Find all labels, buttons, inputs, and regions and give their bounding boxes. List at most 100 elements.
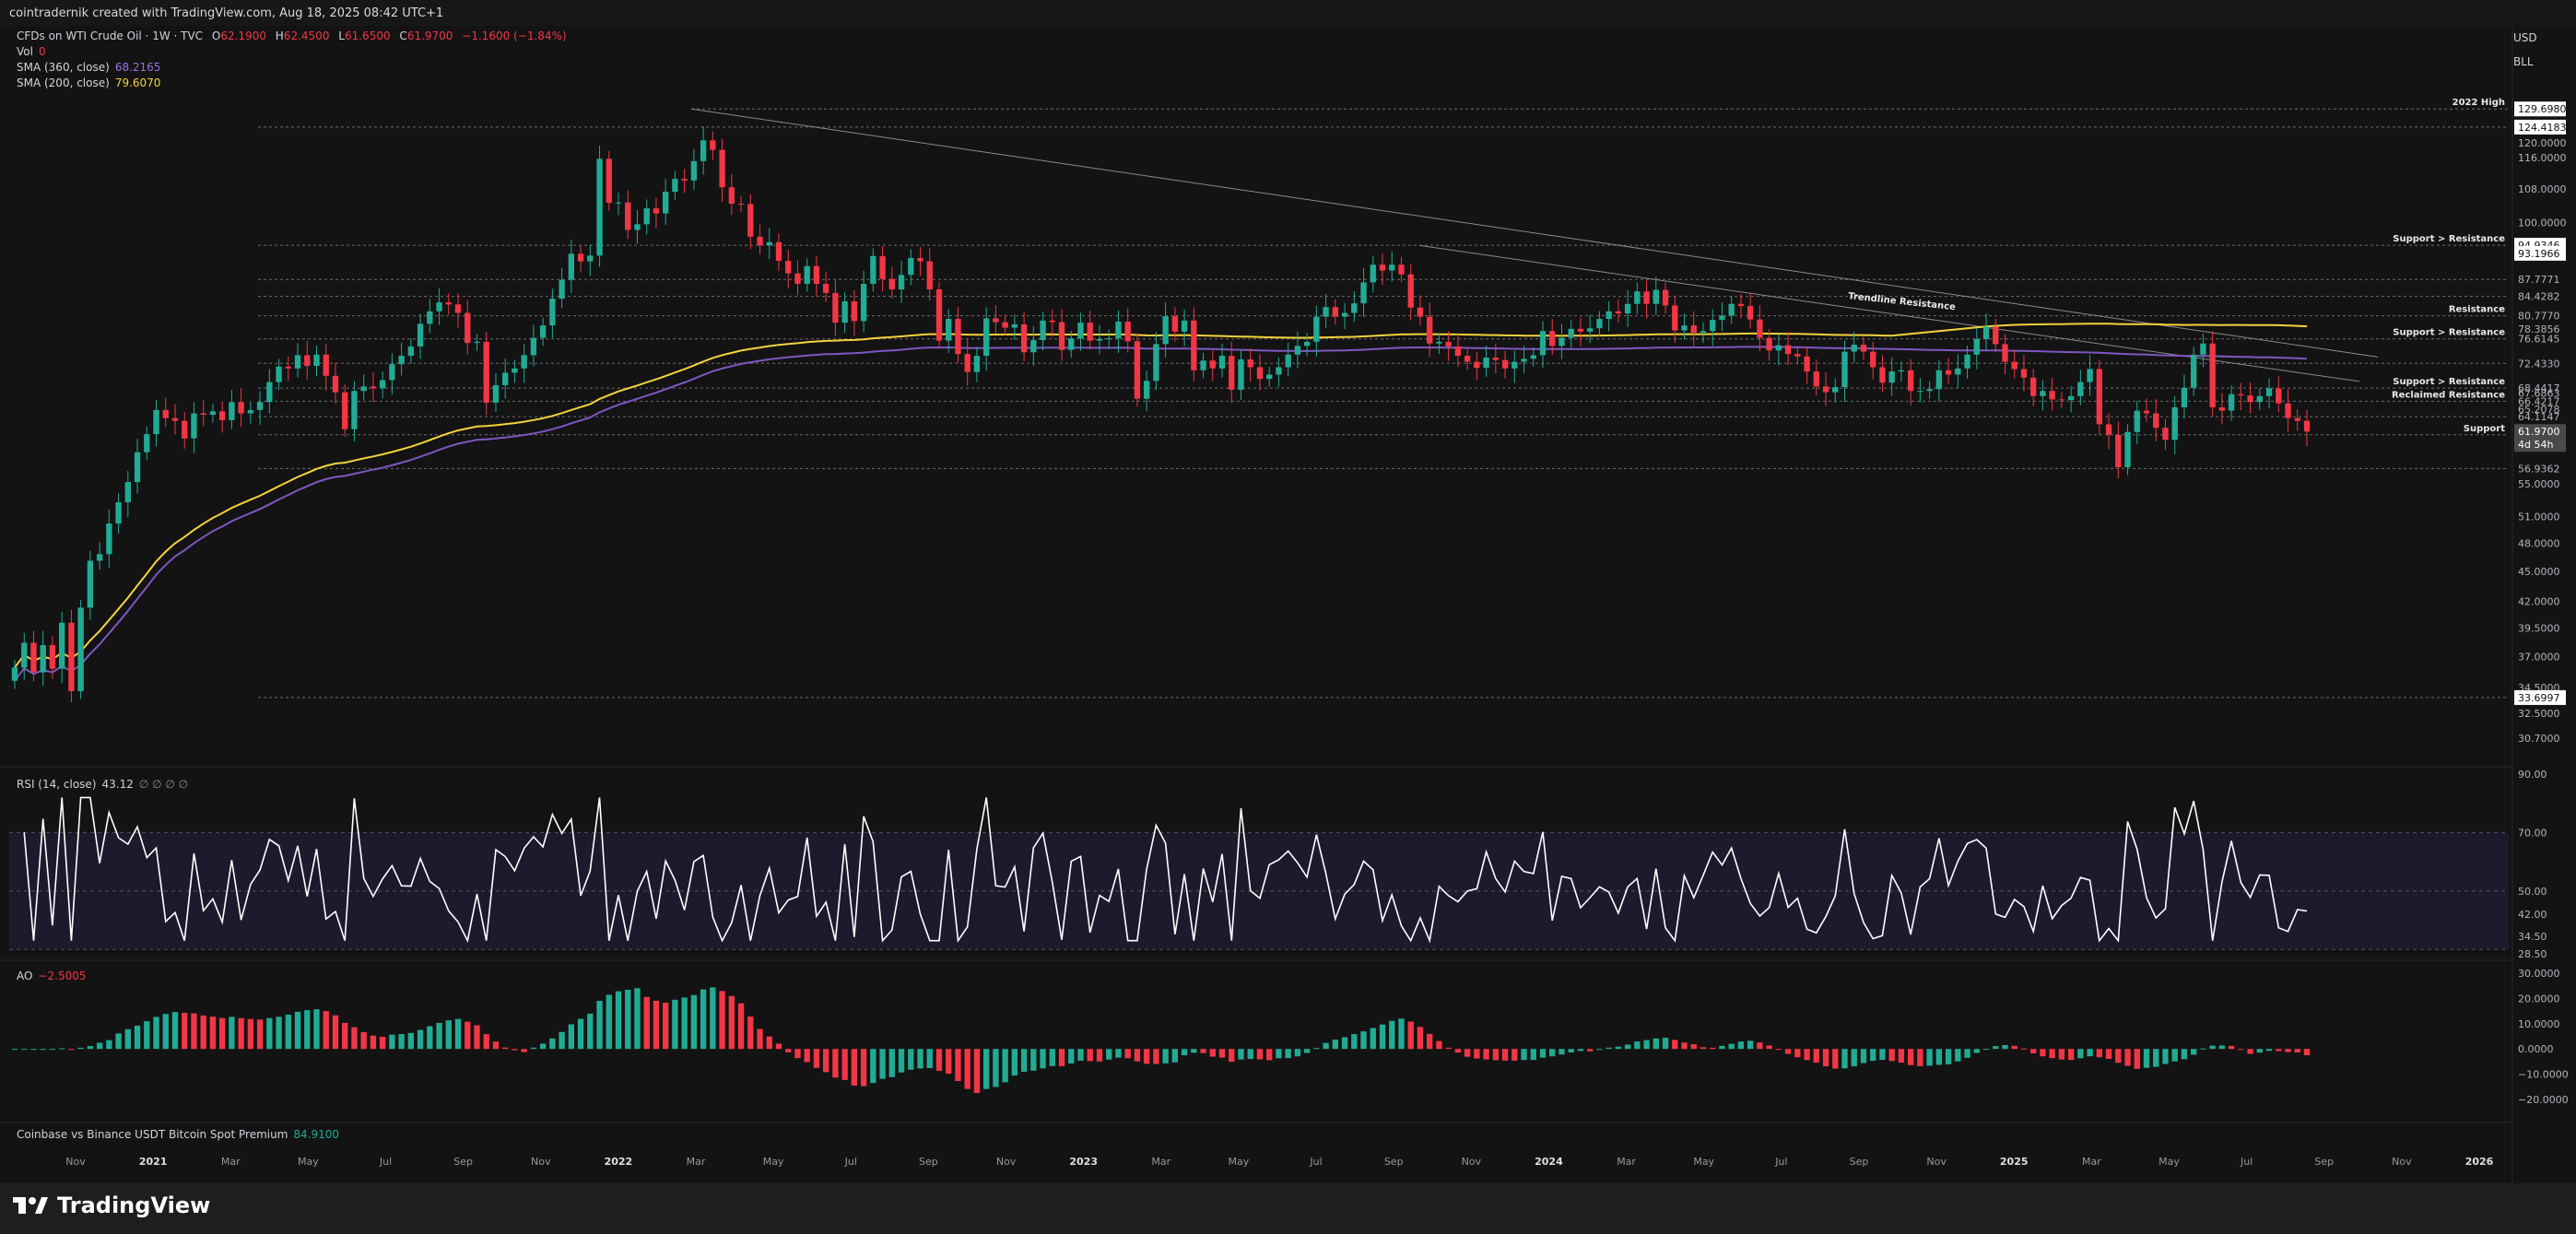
candle-body [1710,320,1716,332]
close-value: 61.9700 [406,29,453,42]
candle-body [1191,320,1197,370]
ao-tick-label: −20.0000 [2518,1094,2569,1106]
ao-bar [134,1025,141,1050]
ao-bar [512,1049,518,1051]
time-tick-label: Nov [1462,1156,1482,1168]
candle-body [2294,417,2300,421]
candle-body [2096,369,2103,425]
level-label: Resistance [2449,305,2505,315]
ao-bar [1370,1028,1376,1050]
ao-bar [247,1018,254,1050]
candle-body [643,208,650,225]
ao-bar [1058,1049,1065,1066]
ao-bar [898,1049,905,1073]
ao-bar [775,1043,782,1050]
candle-body [737,204,745,206]
ao-bar [59,1048,65,1050]
ao-bar [1483,1049,1489,1060]
ao-bar [1719,1045,1725,1050]
candle-body [2265,388,2273,396]
ao-bar [1427,1033,1433,1050]
time-tick-label: Jul [1309,1156,1322,1168]
candle-body [2256,395,2263,403]
symbol-name: CFDs on WTI Crude Oil · 1W · TVC [17,29,204,42]
close-label: C [399,29,407,42]
time-tick-label: May [2158,1156,2180,1168]
ao-bar [804,1049,810,1063]
candle-body [1256,367,1264,380]
ao-bar [1766,1045,1772,1050]
candle-body [1407,274,1414,308]
candle-body [625,202,631,230]
candle-body [2218,406,2226,411]
candle-body [209,411,217,416]
candle-body [1851,345,1857,352]
price-highlight-box [2514,245,2566,261]
ao-bar [2058,1049,2065,1060]
candle-body [502,372,509,385]
ao-bar [229,1017,235,1050]
candle-body [1427,316,1433,344]
sma360-line [14,346,2308,682]
measure-unit[interactable]: BLL [2513,55,2569,76]
candle-body [294,355,301,369]
ao-bar [1681,1042,1688,1050]
ao-bar [2162,1049,2169,1064]
candle-body [1096,338,1103,341]
candle-body [2171,406,2178,441]
currency-label: USD [2513,31,2537,44]
chart-canvas[interactable]: 2022 High Support > Resistance Resistance S… [0,26,2576,1183]
ao-bar [1539,1049,1547,1058]
price-tick-label: 67.6863 [2518,387,2560,399]
ao-bar [2105,1049,2112,1059]
candle-body [1653,289,1659,304]
candle-body [323,354,329,376]
candle-body [2153,413,2159,429]
ao-bar [351,1027,358,1050]
ao-bar [1945,1049,1952,1064]
ao-bar [2276,1049,2282,1052]
candle-body [1511,361,1518,369]
premium-value: 84.9100 [293,1128,340,1141]
ao-bar [1775,1049,1782,1051]
candle-body [238,402,244,414]
ao-bar [1501,1049,1509,1061]
ao-bar [2256,1049,2263,1053]
ao-bar [917,1049,923,1069]
price-tick-label: 37.0000 [2518,652,2560,664]
candle-body [1247,358,1253,368]
candle-body [766,241,772,246]
candle-body [21,642,28,668]
candle-body [1474,361,1480,369]
candle-body [813,265,820,285]
footer-bar [0,1183,2576,1234]
candle-body [1332,307,1339,317]
candle-body [153,409,159,435]
ao-tick-label: 30.0000 [2518,968,2560,980]
ao-bar [1747,1040,1754,1050]
candle-body [804,265,810,285]
tradingview-logo[interactable]: TradingView [13,1193,210,1218]
candle-body [2303,420,2311,432]
ao-bar [1521,1049,1527,1061]
ao-bar [2191,1049,2197,1055]
currency-unit[interactable]: USD [2513,31,2569,52]
candle-body [568,253,575,280]
ao-bar [1077,1049,1084,1061]
ao-bar [2153,1049,2159,1067]
ao-bar [276,1017,282,1050]
candle-body [1935,370,1943,390]
candle-body [1577,328,1584,332]
ao-bar [1860,1049,1867,1064]
candle-body [1530,355,1536,359]
ao-bar [256,1019,264,1050]
ao-bar [1341,1037,1348,1050]
candle-body [1106,338,1112,340]
ao-bar [502,1047,509,1050]
candle-body [2209,343,2216,407]
ao-bar [757,1028,763,1050]
candle-body [681,179,688,181]
candle-body [427,311,433,324]
ao-bar [2303,1049,2311,1056]
ao-bar [323,1011,329,1050]
